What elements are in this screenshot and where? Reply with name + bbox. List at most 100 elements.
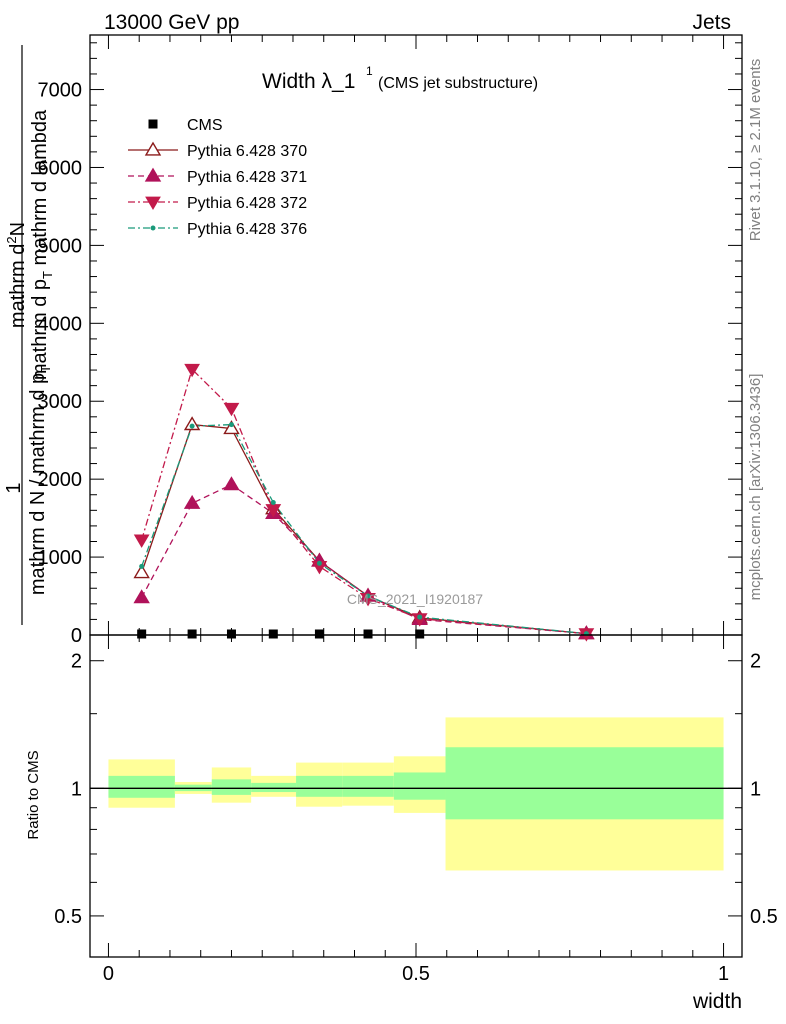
data-point [223, 420, 240, 435]
legend-label: Pythia 6.428 372 [187, 195, 307, 212]
series-lines [141, 368, 587, 635]
series-line [141, 368, 587, 635]
ylabel-prefix: 1 [3, 482, 25, 493]
main-y-axis-label: mathrm d2N mathrm d pT mathrm d lambda 1… [3, 45, 55, 625]
ratio-tick-label-left: 0.5 [54, 906, 82, 928]
legend-entry: Pythia 6.428 371 [128, 167, 307, 186]
rivet-version-label: Rivet 3.1.10, ≥ 2.1M events [747, 59, 764, 242]
main-panel: 0 1000 2000 3000 4000 5000 6000 7000 CMS_2021_I… [38, 34, 743, 647]
mcplots-label: mcplots.cern.ch [arXiv:1306.3436] [747, 374, 764, 601]
data-point [415, 629, 425, 639]
data-point [316, 560, 322, 566]
ratio-inner-band [342, 775, 394, 797]
legend-entry: Pythia 6.428 376 [128, 221, 307, 238]
series-markers [133, 363, 595, 642]
ratio-y-axis-ticks: 0.5 0.5 1 1 2 2 [54, 651, 778, 958]
legend-label: CMS [187, 117, 223, 134]
ylabel-numerator-dp: mathrm d p [29, 279, 51, 380]
data-point [226, 629, 236, 639]
x-axis-label: width [692, 990, 742, 1013]
header-energy-label: 13000 GeV pp [104, 11, 239, 34]
header-process-label: Jets [692, 11, 731, 34]
ylabel-denominator: mathrm d N / mathrm d p [27, 373, 49, 595]
data-point [133, 534, 150, 548]
data-point [365, 593, 371, 599]
y-tick-label: 7000 [38, 80, 83, 102]
plot-title: Width λ_1 1 (CMS jet substructure) [262, 64, 538, 93]
series-line [141, 483, 587, 635]
title-main: Width λ_1 [262, 70, 355, 93]
ratio-tick-label-left: 1 [71, 778, 82, 800]
x-tick-label: 1 [718, 963, 729, 985]
legend-entry: CMS [148, 117, 223, 134]
y-tick-label: 4000 [38, 313, 83, 335]
y-tick-label: 5000 [38, 235, 83, 257]
ylabel-numerator-d: mathrm d [7, 244, 29, 328]
y-tick-label: 1000 [38, 547, 83, 569]
title-superscript: 1 [366, 64, 373, 78]
ratio-x-axis-ticks: 0 0.5 1 [103, 635, 729, 985]
data-point [184, 363, 200, 378]
data-point [183, 494, 201, 509]
data-point [133, 564, 150, 579]
main-y-axis-ticks: 0 1000 2000 3000 4000 5000 6000 7000 [38, 42, 742, 647]
legend-marker [144, 141, 162, 156]
legend: CMS Pythia 6.428 370 Pythia 6.428 371 Pythi… [128, 117, 307, 238]
legend-marker [150, 225, 156, 231]
y-tick-label: 2000 [38, 469, 83, 491]
legend-label: Pythia 6.428 370 [187, 143, 307, 160]
data-point [417, 614, 423, 620]
ylabel-numerator-sub: T [40, 271, 55, 279]
data-point [411, 613, 428, 627]
ratio-tick-label-right: 2 [750, 651, 761, 673]
legend-label: Pythia 6.428 376 [187, 221, 307, 238]
y-tick-label: 6000 [38, 157, 83, 179]
data-point [189, 423, 195, 429]
data-point [270, 500, 276, 506]
data-point [139, 563, 145, 569]
ratio-inner-band [445, 747, 724, 820]
ratio-inner-band [251, 782, 297, 793]
ratio-inner-band [108, 775, 175, 798]
data-point [183, 416, 201, 431]
ratio-uncertainty-bands [108, 717, 724, 871]
ratio-inner-band [393, 772, 446, 800]
series-line [141, 423, 587, 635]
data-point [223, 402, 240, 417]
data-point [363, 629, 373, 639]
legend-entry: Pythia 6.428 372 [128, 195, 307, 212]
ylabel-numerator-dlambda: mathrm d lambda [29, 109, 51, 271]
data-point [187, 629, 197, 639]
y-tick-label: 0 [71, 625, 82, 647]
ylabel-denominator-sub: T [38, 365, 53, 373]
ylabel-numerator-n: N [7, 222, 29, 236]
ratio-tick-label-right: 0.5 [750, 906, 778, 928]
analysis-watermark: CMS_2021_I1920187 [347, 591, 483, 607]
ratio-tick-label-right: 1 [750, 778, 761, 800]
x-tick-label: 0 [103, 963, 114, 985]
ylabel-numerator-sup: 2 [4, 236, 19, 243]
x-tick-label: 0.5 [402, 963, 430, 985]
data-point [223, 476, 240, 491]
data-point [228, 422, 234, 428]
svg-text:mathrm d N / mathrm d pT: mathrm d N / mathrm d pT [27, 365, 53, 595]
legend-marker [148, 119, 158, 129]
ratio-y-axis-label: Ratio to CMS [25, 750, 42, 839]
data-point [133, 589, 150, 604]
legend-label: Pythia 6.428 371 [187, 169, 307, 186]
legend-marker [144, 167, 162, 182]
svg-text:mathrm d2N: mathrm d2N [4, 222, 29, 328]
ratio-plot-frame [89, 634, 743, 958]
ratio-tick-label-left: 2 [71, 651, 82, 673]
legend-marker [145, 196, 161, 210]
legend-entry: Pythia 6.428 370 [128, 141, 307, 160]
ratio-inner-band [211, 779, 252, 795]
y-tick-label: 3000 [38, 391, 83, 413]
ratio-inner-band [296, 775, 343, 797]
ratio-panel: 0.5 0.51 12 2 0 0.5 1 [54, 634, 778, 985]
data-point [137, 629, 147, 639]
data-point [268, 629, 278, 639]
data-point [360, 592, 376, 607]
svg-text:mathrm d pT mathrm d lambda: mathrm d pT mathrm d lambda [29, 109, 55, 380]
